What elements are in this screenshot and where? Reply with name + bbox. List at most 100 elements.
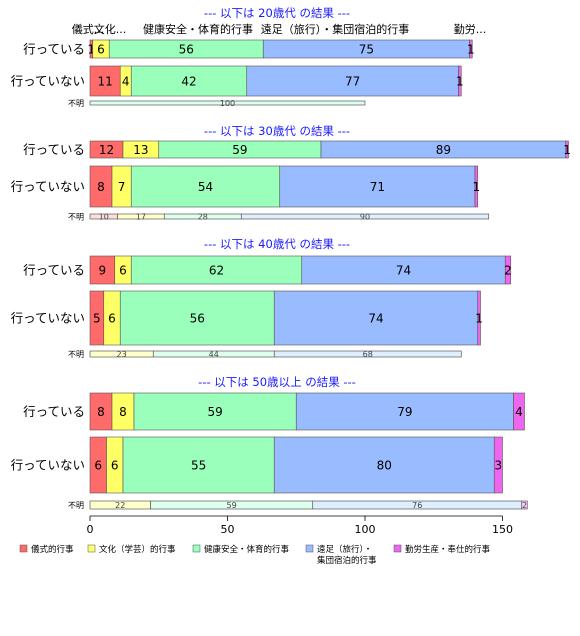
data-label: 79 (397, 405, 412, 419)
data-label: 8 (97, 405, 105, 419)
bar-segment (130, 165, 281, 208)
data-label: 56 (179, 43, 194, 57)
bar-segment (504, 255, 512, 285)
data-label: 1 (473, 180, 481, 194)
row-label: 行っている (23, 404, 85, 419)
x-tick-label: 100 (355, 523, 376, 536)
data-label: 1 (467, 43, 475, 57)
data-label: 3 (495, 459, 503, 473)
bar-segment (279, 165, 476, 208)
data-label: 62 (209, 264, 224, 278)
data-label: 6 (108, 312, 116, 326)
data-label: 75 (359, 43, 374, 57)
data-label: 76 (412, 501, 422, 510)
row-label: 不明 (68, 99, 84, 108)
row-label: 行っていない (11, 311, 85, 326)
data-label: 54 (198, 180, 213, 194)
panel-title: --- 以下は 30歳代 の結果 --- (204, 124, 350, 138)
data-label: 77 (345, 75, 360, 89)
row-label: 行っている (23, 142, 85, 157)
bar-segment (240, 213, 490, 220)
legend-label: 儀式的行事 (31, 544, 74, 555)
data-label: 44 (209, 350, 219, 359)
bar-segment (246, 65, 459, 97)
bar-segment (89, 65, 121, 97)
bar-segment (273, 436, 495, 494)
row-label: 行っている (23, 263, 85, 278)
data-label: 11 (97, 75, 112, 89)
column-header: 文化... (94, 22, 127, 36)
legend-swatch (305, 544, 314, 553)
row-label: 不明 (68, 213, 84, 222)
legend-swatch (19, 544, 28, 553)
data-label: 9 (99, 264, 107, 278)
bar-segment (122, 436, 275, 494)
data-label: 1 (456, 75, 464, 89)
data-label: 7 (118, 180, 126, 194)
row-label: 行っていない (11, 458, 85, 473)
data-label: 13 (133, 143, 148, 157)
row-label: 不明 (68, 350, 84, 359)
data-label: 1 (563, 143, 571, 157)
bar-segment (130, 255, 303, 285)
data-label: 68 (363, 350, 373, 359)
data-label: 42 (181, 75, 196, 89)
bar-segment (565, 140, 569, 159)
bar-segment (273, 350, 462, 358)
data-label: 4 (515, 405, 523, 419)
data-label: 80 (377, 459, 392, 473)
data-label: 90 (360, 213, 370, 222)
bar-segment (513, 392, 525, 431)
bar-segment (130, 65, 248, 97)
data-label: 12 (99, 143, 114, 157)
data-label: 59 (207, 405, 222, 419)
column-header: 健康安全・体育的行事 (143, 22, 253, 36)
legend-label: 遠足（旅行）・ (317, 544, 372, 555)
row-label: 不明 (68, 501, 84, 510)
legend-label: 文化（学芸）的行事 (99, 544, 176, 555)
data-label: 59 (227, 501, 237, 510)
legend-swatch (192, 544, 201, 553)
panel-title: --- 以下は 40歳代 の結果 --- (204, 237, 350, 251)
data-label: 100 (220, 99, 235, 108)
legend-swatch (87, 544, 96, 553)
data-label: 4 (122, 75, 130, 89)
data-label: 8 (119, 405, 127, 419)
panel-title: --- 以下は 20歳代 の結果 --- (204, 6, 350, 20)
data-label: 59 (232, 143, 247, 157)
data-label: 23 (117, 350, 127, 359)
data-label: 17 (136, 213, 146, 222)
bar-segment (521, 500, 528, 510)
data-label: 1 (88, 43, 96, 57)
data-label: 6 (94, 459, 102, 473)
column-header: 遠足（旅行）・集団宿泊的行事 (261, 22, 410, 36)
bar-segment (119, 290, 275, 346)
data-label: 89 (436, 143, 451, 157)
data-label: 22 (115, 501, 125, 510)
column-header: 勤労... (454, 22, 487, 36)
x-tick-label: 150 (492, 523, 513, 536)
data-label: 1 (475, 312, 483, 326)
data-label: 71 (370, 180, 385, 194)
panel-title: --- 以下は 50歳以上 の結果 --- (198, 375, 356, 389)
data-label: 74 (368, 312, 383, 326)
data-label: 2 (504, 264, 512, 278)
legend-label: 健康安全・体育的行事 (204, 544, 290, 555)
bar-segment (133, 392, 297, 431)
bar-segment (493, 436, 503, 494)
row-label: 行っていない (11, 74, 85, 89)
bar-segment (477, 290, 481, 346)
bar-segment (469, 39, 473, 59)
data-label: 5 (93, 312, 101, 326)
row-label: 行っている (23, 42, 85, 57)
x-tick-label: 50 (221, 523, 235, 536)
data-label: 8 (97, 180, 105, 194)
bar-segment (89, 100, 366, 106)
data-label: 6 (111, 459, 119, 473)
legend-swatch (393, 544, 402, 553)
data-label: 6 (119, 264, 127, 278)
data-label: 28 (198, 213, 208, 222)
bar-segment (301, 255, 506, 285)
column-header: 儀式... (72, 22, 105, 36)
